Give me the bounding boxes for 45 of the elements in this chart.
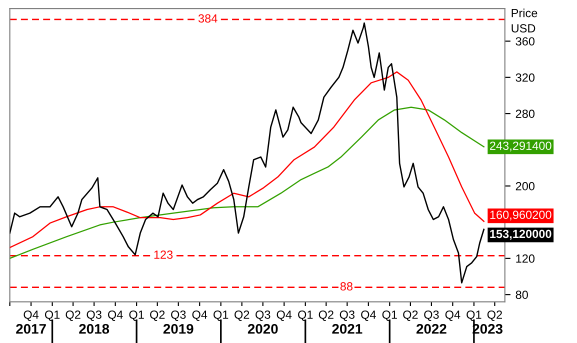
line-series: [10, 22, 485, 284]
x-tick-label: Q4: [361, 310, 376, 321]
data-label: 243,291400: [490, 142, 552, 152]
x-tick-label: Q2: [487, 310, 502, 321]
x2-tick-label: 2021: [332, 324, 362, 334]
x-tick-label: Q3: [171, 310, 186, 321]
data-label: 160,960200: [490, 210, 552, 220]
y-tick-label: 200: [516, 182, 535, 190]
x-tick-label: Q4: [445, 310, 460, 321]
line-series: [10, 71, 484, 248]
line-series: [10, 106, 484, 260]
x-tick-label: Q3: [340, 310, 355, 321]
x-tick-label: Q1: [44, 310, 60, 321]
x-tick-label: Q3: [256, 310, 270, 321]
x-tick-label: Q1: [382, 310, 397, 321]
x-tick-label: Q1: [298, 310, 313, 321]
x-tick-label: Q3: [424, 310, 439, 321]
x-tick-label: Q4: [276, 310, 292, 321]
x-tick-label: Q1: [214, 310, 228, 321]
x-tick-label: Q1: [129, 310, 144, 321]
x-tick-label: Q3: [86, 310, 102, 321]
x-tick-label: Q2: [318, 310, 334, 321]
y-axis-title: Price USD: [512, 8, 538, 33]
x2-tick-label: 2022: [416, 324, 446, 334]
y-tick-label: 80: [516, 290, 528, 299]
data-label: 153,120000: [490, 230, 552, 240]
x-tick-label: Q4: [192, 310, 208, 321]
x-tick-label: Q2: [66, 310, 80, 321]
x2-tick-label: 2017: [16, 324, 46, 334]
ref-line-label: 88: [340, 282, 353, 291]
x-tick-label: Q2: [150, 310, 165, 321]
ref-line-label: 123: [154, 250, 173, 259]
y-tick-label: 360: [516, 37, 535, 46]
x-tick-label: Q4: [108, 310, 123, 321]
x-tick-label: Q4: [24, 310, 39, 321]
x2-tick-label: 2020: [248, 324, 278, 334]
x-tick-label: Q2: [403, 310, 418, 321]
y-tick-label: 120: [516, 254, 535, 263]
y-tick-label: 280: [516, 110, 535, 118]
x2-tick-label: 2018: [79, 324, 110, 334]
x-tick-label: Q2: [234, 310, 250, 321]
x2-tick-label: 2019: [163, 324, 194, 334]
x-tick-label: Q1: [466, 310, 482, 321]
ref-line-label: 384: [198, 14, 218, 23]
y-tick-label: 320: [516, 73, 535, 82]
